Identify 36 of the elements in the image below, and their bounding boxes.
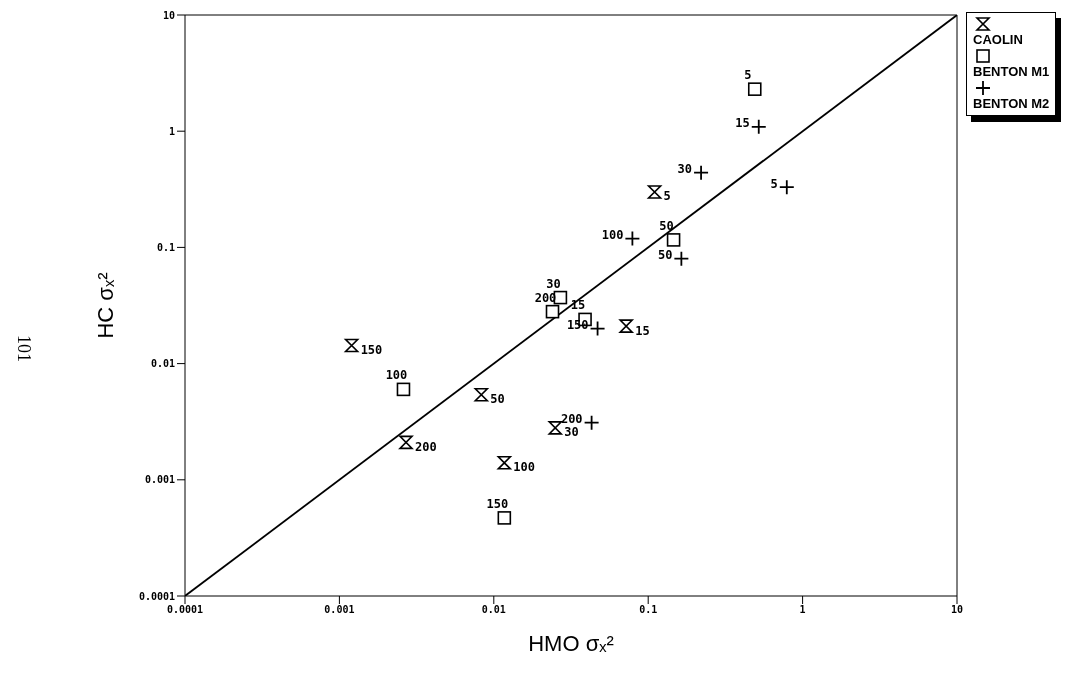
legend-label: BENTON M1: [973, 64, 1050, 80]
annotation: 50: [657, 248, 673, 263]
x-tick-label: 10: [950, 604, 964, 616]
annotation: 100: [385, 368, 408, 383]
x-tick-label: 1: [799, 604, 806, 616]
annotation: 50: [490, 392, 505, 407]
text: 101: [13, 335, 34, 362]
y-axis-title: HC σₓ²: [92, 272, 118, 339]
annotation: 150: [486, 496, 509, 511]
y-tick-label: 0.1: [156, 241, 175, 253]
annotation: 15: [735, 116, 750, 131]
x-tick-label: 0.01: [481, 604, 506, 616]
annotation: 50: [659, 218, 674, 233]
annotation: 15: [570, 298, 586, 313]
annotation: 15: [635, 323, 650, 338]
annotation: 100: [513, 460, 536, 475]
annotation: 5: [744, 68, 752, 83]
y-tick-label: 1: [168, 125, 175, 137]
annotation: 150: [360, 343, 383, 358]
annotation: 30: [564, 425, 579, 440]
annotation: 5: [770, 176, 778, 191]
annotation: 5: [663, 189, 671, 204]
x-tick-label: 0.1: [639, 604, 658, 616]
x-axis-title: HMO σₓ²: [528, 631, 614, 656]
y-tick-label: 10: [162, 9, 175, 21]
annotation: 200: [560, 412, 583, 427]
y-tick-label: 0.001: [144, 474, 175, 486]
legend-label: CAOLIN: [973, 32, 1024, 48]
legend-label: BENTON M2: [973, 96, 1050, 112]
y-tick-label: 0.01: [150, 358, 175, 370]
annotation: 30: [677, 162, 693, 177]
x-tick-label: 0.001: [324, 604, 355, 616]
annotation: 200: [415, 439, 437, 454]
y-tick-label: 0.0001: [138, 590, 175, 602]
annotation: 30: [546, 276, 561, 291]
annotation: 100: [601, 228, 624, 243]
